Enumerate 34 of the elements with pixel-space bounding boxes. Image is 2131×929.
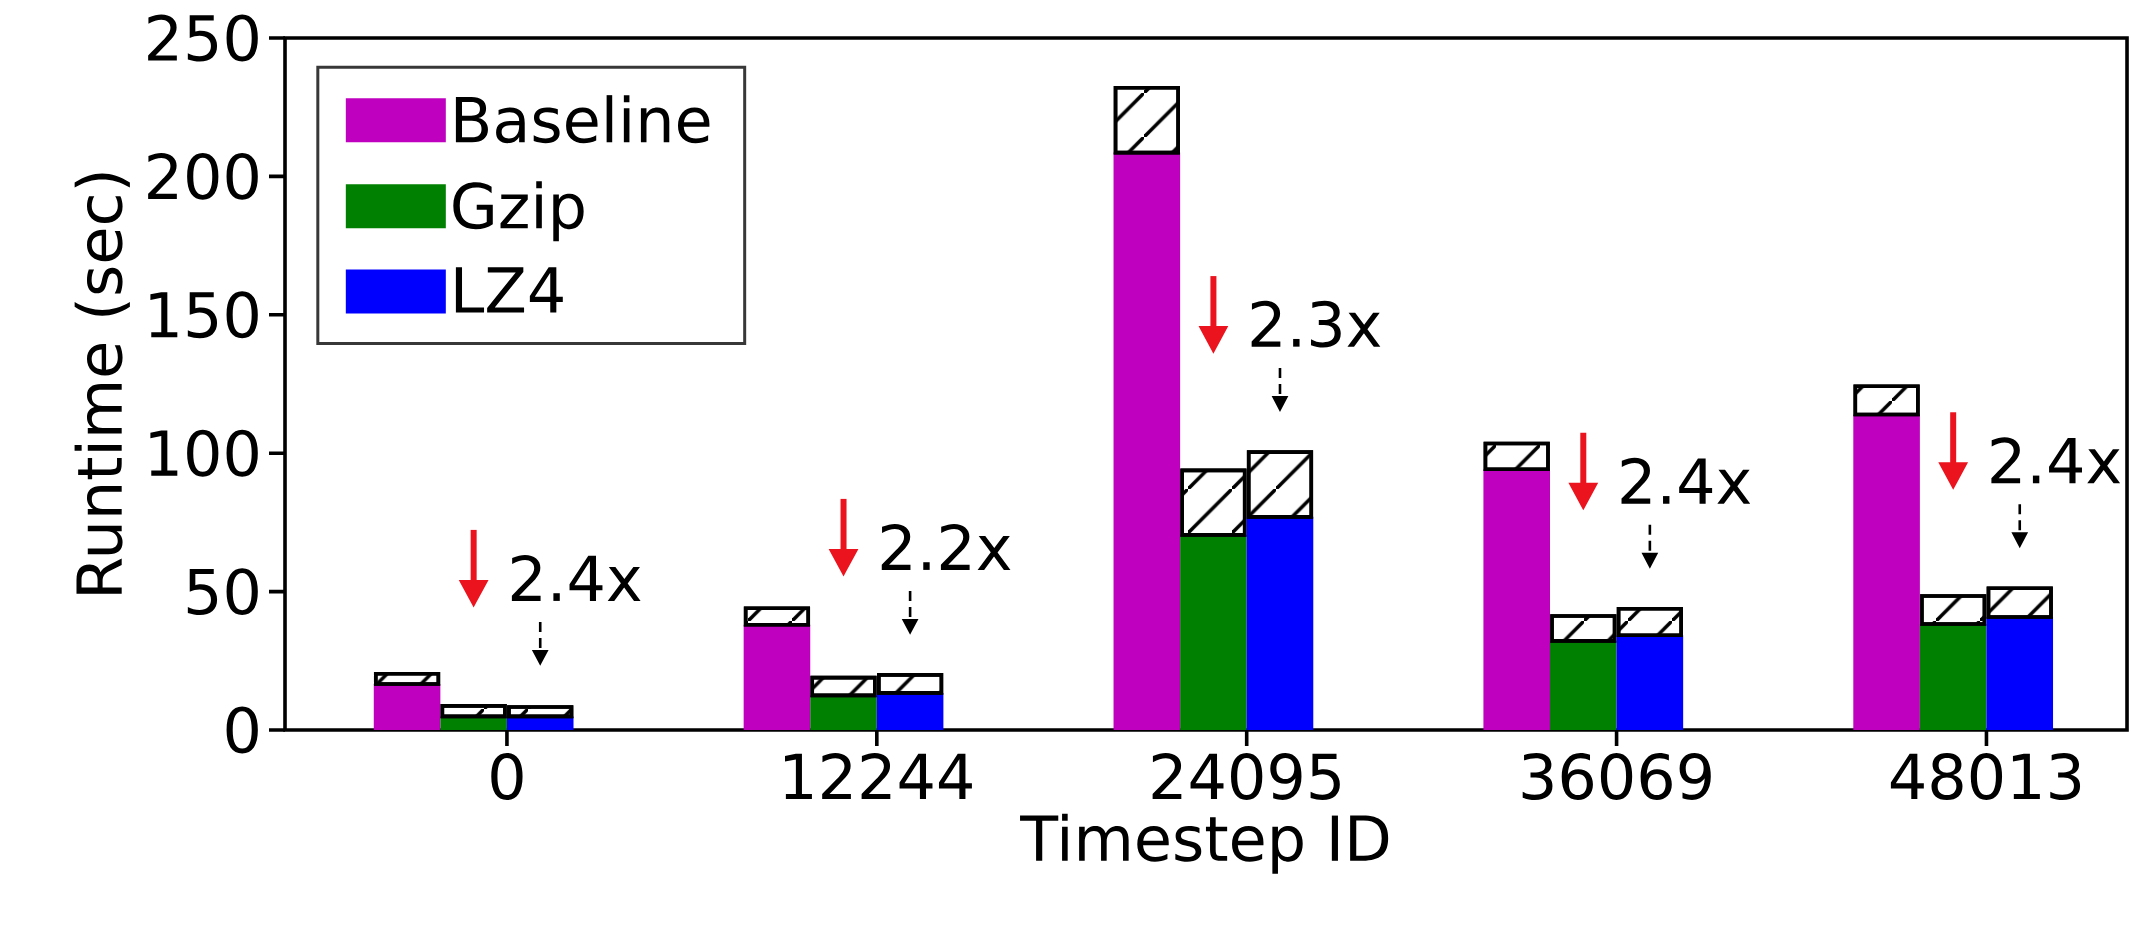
bar bbox=[1113, 152, 1181, 730]
y-tick-label: 100 bbox=[150, 429, 258, 477]
y-tick-label: 0 bbox=[226, 706, 258, 754]
x-tick-label: 36069 bbox=[1522, 753, 1711, 800]
legend-label: Baseline bbox=[455, 95, 710, 144]
x-tick-label: 0 bbox=[491, 753, 523, 800]
annotation: 2.3x bbox=[1251, 300, 1381, 348]
bar bbox=[1246, 516, 1314, 730]
bar bbox=[876, 692, 944, 730]
y-tick-label: 150 bbox=[150, 291, 258, 339]
annotation: 2.2x bbox=[881, 523, 1011, 570]
x-axis-title: Timestep ID bbox=[1020, 813, 1389, 874]
x-tick-label: 48013 bbox=[1890, 753, 2081, 800]
bar bbox=[743, 624, 811, 730]
bar bbox=[1616, 635, 1684, 730]
bar bbox=[1180, 534, 1247, 730]
bar bbox=[1853, 414, 1920, 730]
legend-label: LZ4 bbox=[455, 267, 563, 313]
bar bbox=[1919, 623, 1987, 730]
x-tick-label: 24095 bbox=[1152, 753, 1340, 800]
y-tick-label: 200 bbox=[148, 152, 258, 200]
annotation: 2.4x bbox=[511, 554, 641, 601]
legend-label: Gzip bbox=[453, 181, 584, 242]
bar bbox=[373, 684, 441, 730]
y-tick-label: 250 bbox=[148, 14, 258, 62]
y-axis-title: Runtime (sec) bbox=[74, 173, 130, 594]
annotation: 2.4x bbox=[1621, 457, 1751, 504]
bar bbox=[1986, 617, 2054, 730]
bar bbox=[1550, 640, 1617, 730]
y-tick-label: 50 bbox=[187, 568, 258, 616]
x-tick-label: 12244 bbox=[785, 753, 972, 800]
annotation: 2.4x bbox=[1991, 437, 2121, 484]
bar bbox=[1483, 469, 1550, 730]
bar bbox=[810, 695, 877, 730]
